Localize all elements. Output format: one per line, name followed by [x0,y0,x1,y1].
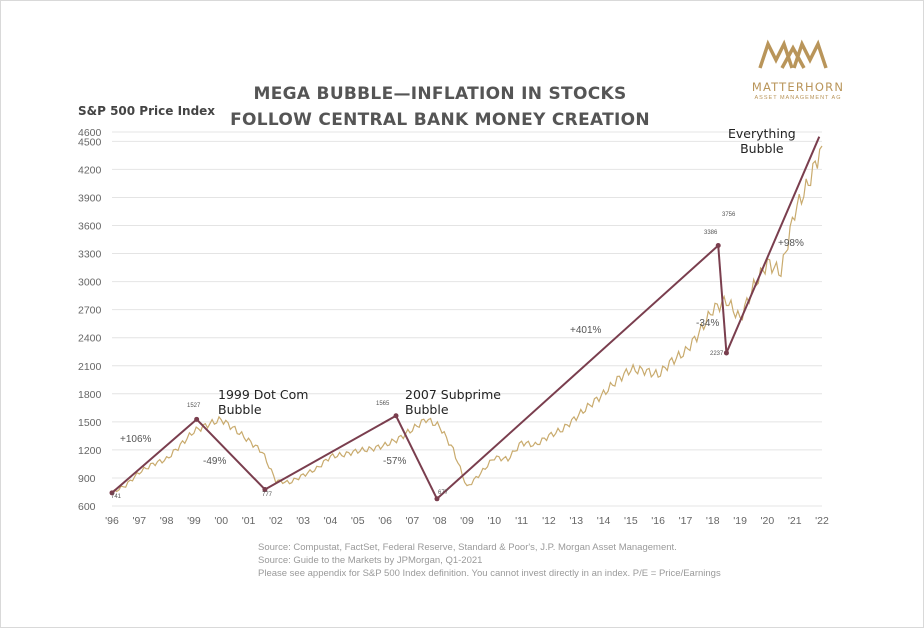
x-tick-label: '22 [815,515,829,527]
source-line-1: Source: Compustat, FactSet, Federal Rese… [258,542,677,553]
trend-line-layer [111,136,821,500]
peak-marker [723,350,729,356]
index-line-layer [111,145,823,494]
grid-layer [112,131,822,507]
y-tick-label: 900 [78,473,96,485]
x-tick-label: '07 [406,515,420,527]
annotation-everything-text: Everything Bubble [728,126,796,156]
source-notes: Source: Compustat, FactSet, Federal Rese… [258,541,721,580]
x-tick-label: '05 [351,515,365,527]
annotation-subprime: 2007 Subprime Bubble [405,387,501,417]
x-tick-label: '01 [242,515,256,527]
y-tick-label: 3600 [78,221,102,233]
y-axis-label: S&P 500 Price Index [78,104,216,118]
logo-subtitle: ASSET MANAGEMENT AG [754,95,842,101]
y-tick-label: 3000 [78,277,102,289]
annotation-dotcom: 1999 Dot Com Bubble [218,387,309,417]
y-tick-label: 3300 [78,249,102,261]
annotation-everything: Everything Bubble [728,126,796,156]
source-line-2: Source: Guide to the Markets by JPMorgan… [258,555,483,566]
trend-segment [264,414,397,491]
peak-marker [109,490,115,496]
pct-minus-49: -49% [203,456,227,467]
logo-name: MATTERHORN [751,80,845,94]
peak-marker [262,486,268,492]
y-tick-label: 600 [78,501,96,513]
x-tick-label: '21 [788,515,802,527]
annotation-dotcom-text: 1999 Dot Com Bubble [218,387,309,417]
peak-marker [715,243,721,249]
peak-marker [434,496,440,502]
x-tick-label: '04 [324,515,338,527]
x-tick-label: '02 [269,515,283,527]
trend-segment [725,136,821,354]
x-tick-label: '12 [542,515,556,527]
chart-title-line-1: MEGA BUBBLE—INFLATION IN STOCKS [253,84,627,104]
x-tick-labels: '96 '97 '98 '99 '00 '01 '02 '03 '04 '05 '06 '07 '08 '… [105,515,829,527]
x-tick-label: '96 [105,515,119,527]
y-tick-label: 4200 [78,164,102,176]
y-tick-label: 4500 [78,136,102,148]
x-tick-label: '19 [733,515,747,527]
peak-marker [393,413,399,419]
x-tick-label: '15 [624,515,638,527]
x-tick-label: '98 [160,515,174,527]
x-tick-label: '03 [296,515,310,527]
y-tick-label: 3900 [78,192,102,204]
x-tick-label: '09 [460,515,474,527]
peak-marker [194,416,200,422]
x-tick-label: '10 [487,515,501,527]
x-tick-label: '14 [597,515,611,527]
label-677: 677 [438,490,449,496]
source-line-3: Please see appendix for S&P 500 Index de… [258,568,721,579]
y-tick-label: 4600 [78,127,102,139]
trend-segment [717,245,728,354]
x-tick-label: '97 [132,515,146,527]
pct-plus-98: +98% [778,238,804,249]
x-tick-label: '00 [214,515,228,527]
label-777: 777 [262,492,273,498]
y-tick-labels: 600 900 1200 1500 1800 2100 2400 2700 3000 3300 36… [78,127,102,513]
peak-marker-layer [109,243,729,502]
x-tick-label: '18 [706,515,720,527]
y-tick-label: 2700 [78,305,102,317]
trend-segment [111,418,198,494]
x-tick-label: '13 [569,515,583,527]
pct-plus-401: +401% [570,325,602,336]
trend-segment [395,415,438,500]
annotation-subprime-text: 2007 Subprime Bubble [405,387,501,417]
y-tick-label: 2400 [78,333,102,345]
x-tick-label: '99 [187,515,201,527]
pct-minus-34: -34% [696,318,720,329]
sp500-index-line [111,145,823,494]
label-1527: 1527 [187,403,201,409]
trend-segment [436,244,719,500]
chart-title-line-2: FOLLOW CENTRAL BANK MONEY CREATION [230,110,650,130]
trend-segment [195,418,266,491]
x-tick-label: '11 [515,515,528,527]
y-tick-label: 1500 [78,417,102,429]
x-tick-label: '20 [761,515,775,527]
pct-minus-57: -57% [383,456,407,467]
label-3756: 3756 [722,212,736,218]
label-1565: 1565 [376,401,390,407]
x-tick-label: '06 [378,515,392,527]
label-741: 741 [111,494,122,500]
matterhorn-logo-icon [758,39,828,69]
pct-plus-106: +106% [120,434,152,445]
x-tick-label: '17 [679,515,693,527]
x-tick-label: '16 [651,515,665,527]
y-tick-label: 1200 [78,445,102,457]
y-tick-label: 1800 [78,389,102,401]
label-3386: 3386 [704,230,718,236]
label-2237: 2237 [710,351,724,357]
x-tick-label: '08 [433,515,447,527]
y-tick-label: 2100 [78,361,102,373]
